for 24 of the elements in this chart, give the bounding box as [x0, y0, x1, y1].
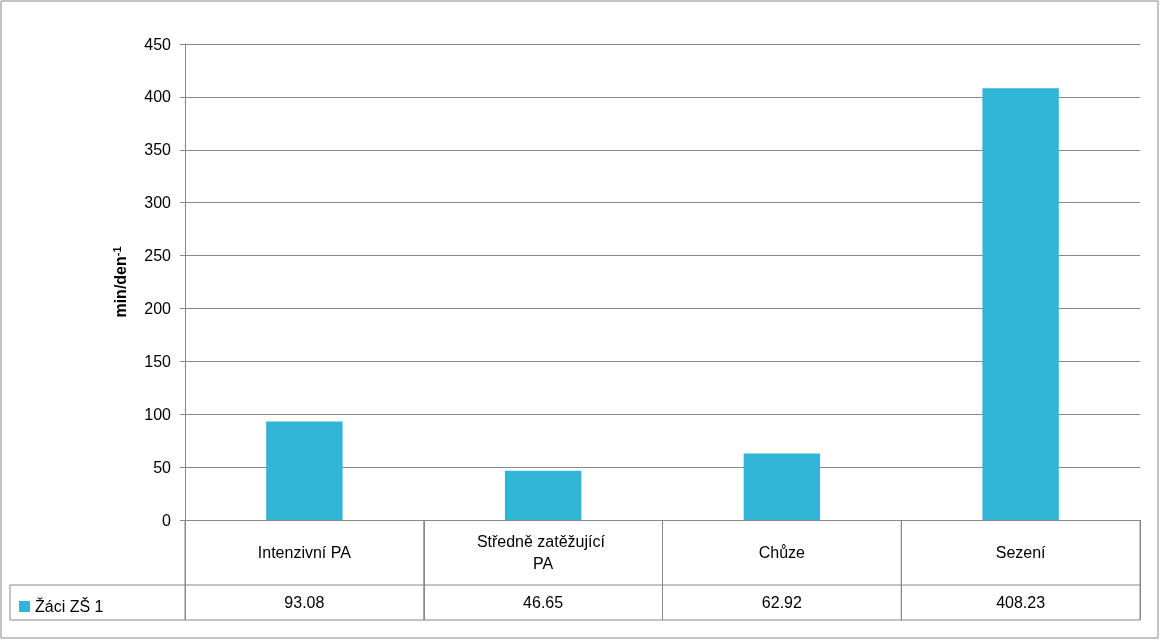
bar — [504, 470, 582, 520]
y-axis-title: min/den-1 — [110, 246, 129, 318]
bar — [982, 88, 1059, 520]
y-tick-label: 150 — [144, 352, 172, 370]
y-tick-label: 450 — [144, 35, 172, 53]
data-label: 46.65 — [523, 594, 564, 611]
y-tick-label: 250 — [144, 247, 172, 265]
bar — [743, 453, 821, 520]
legend-label: Žáci ZŠ 1 — [35, 597, 104, 615]
data-label: 93.08 — [284, 594, 325, 611]
x-tick-label: Chůze — [758, 543, 806, 561]
x-tick-label: Středně zatěžující PA — [476, 532, 610, 572]
y-tick-label: 200 — [144, 299, 172, 317]
y-tick-label: 300 — [144, 194, 172, 212]
y-tick-label: 50 — [153, 458, 172, 476]
y-tick-label: 100 — [144, 405, 172, 423]
data-label: 408.23 — [996, 594, 1046, 611]
x-tick-label: Intenzivní PA — [257, 543, 352, 561]
y-tick-label: 350 — [144, 141, 172, 159]
x-tick-label: Sezení — [995, 543, 1047, 561]
y-tick-label: 400 — [144, 88, 172, 106]
data-label: 62.92 — [761, 594, 802, 611]
y-tick-label: 0 — [162, 511, 172, 529]
bar — [266, 421, 343, 520]
